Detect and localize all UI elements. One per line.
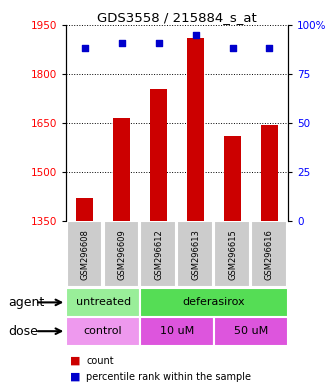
Text: 10 uM: 10 uM — [160, 326, 194, 336]
Bar — [66, 317, 140, 346]
Bar — [187, 38, 204, 221]
Text: GSM296615: GSM296615 — [228, 229, 237, 280]
Text: GSM296608: GSM296608 — [80, 229, 89, 280]
Bar — [261, 124, 278, 221]
Point — [230, 45, 235, 51]
Point — [156, 40, 161, 46]
Bar — [177, 222, 213, 287]
Bar — [66, 288, 140, 317]
Text: agent: agent — [8, 296, 45, 309]
Text: dose: dose — [8, 325, 38, 338]
Text: count: count — [86, 356, 114, 366]
Bar — [214, 317, 288, 346]
Point — [82, 45, 87, 51]
Bar — [224, 136, 241, 221]
Text: ■: ■ — [70, 356, 80, 366]
Point — [267, 45, 272, 51]
Bar — [67, 222, 102, 287]
Bar — [76, 198, 93, 221]
Bar — [150, 89, 167, 221]
Bar — [140, 222, 176, 287]
Bar — [104, 222, 139, 287]
Point — [119, 40, 124, 46]
Text: 50 uM: 50 uM — [234, 326, 268, 336]
Text: percentile rank within the sample: percentile rank within the sample — [86, 372, 251, 382]
Bar — [140, 317, 214, 346]
Text: ■: ■ — [70, 372, 80, 382]
Text: untreated: untreated — [75, 297, 131, 308]
Text: GSM296612: GSM296612 — [154, 229, 163, 280]
Bar — [214, 222, 250, 287]
Point — [193, 31, 198, 38]
Bar — [251, 222, 287, 287]
Text: GSM296616: GSM296616 — [265, 229, 274, 280]
Title: GDS3558 / 215884_s_at: GDS3558 / 215884_s_at — [97, 11, 257, 24]
Text: control: control — [84, 326, 122, 336]
Bar — [140, 288, 288, 317]
Text: GSM296609: GSM296609 — [117, 229, 126, 280]
Text: GSM296613: GSM296613 — [191, 229, 200, 280]
Bar — [113, 118, 130, 221]
Text: deferasirox: deferasirox — [183, 297, 245, 308]
